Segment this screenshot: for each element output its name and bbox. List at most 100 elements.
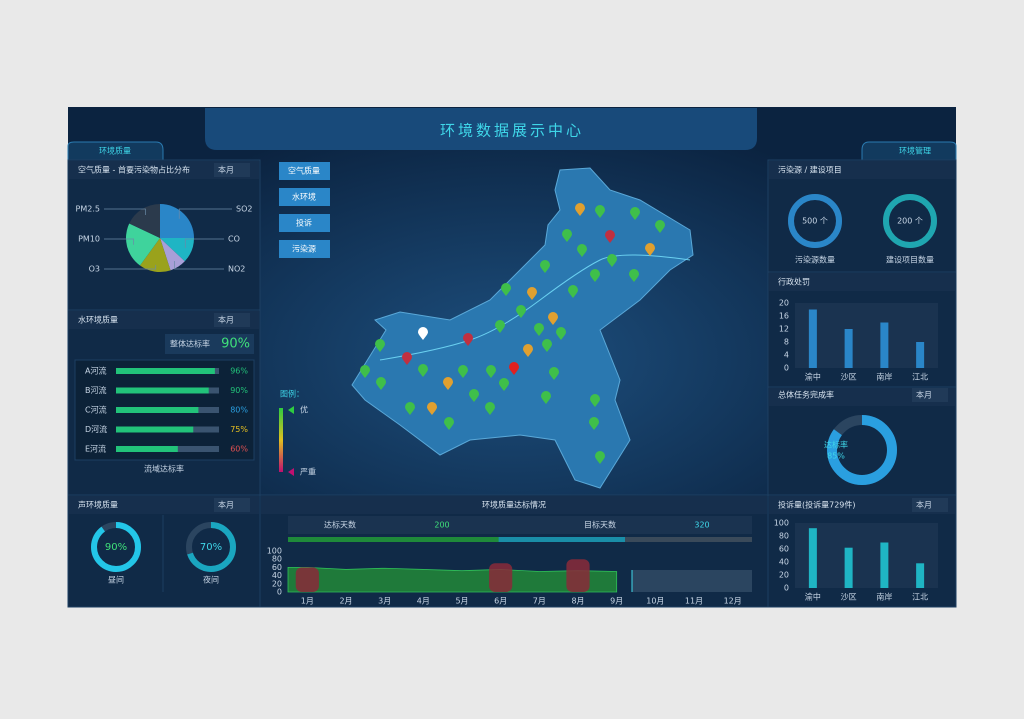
map-marker[interactable] <box>469 389 479 402</box>
map-marker[interactable] <box>501 283 511 296</box>
map-marker[interactable] <box>562 229 572 242</box>
map-button[interactable] <box>279 214 330 232</box>
map-button[interactable] <box>279 188 330 206</box>
ring-value <box>186 522 236 572</box>
map-marker[interactable] <box>418 327 428 340</box>
map-marker[interactable] <box>418 364 428 377</box>
map-marker[interactable] <box>376 377 386 390</box>
map-marker[interactable] <box>630 207 640 220</box>
river-name: D河流 <box>85 424 107 434</box>
y-tick-label: 20 <box>272 579 282 588</box>
map-marker[interactable] <box>655 220 665 233</box>
x-tick-label: 11月 <box>685 597 703 606</box>
period-select[interactable] <box>214 498 250 512</box>
pie-label: O3 <box>89 265 100 274</box>
legend-gradient <box>279 408 283 472</box>
bar <box>844 329 853 368</box>
x-tick-label: 渝中 <box>805 592 821 602</box>
map-marker[interactable] <box>548 312 558 325</box>
y-tick-label: 80 <box>272 555 282 564</box>
map-button-label[interactable]: 空气质量 <box>288 166 320 176</box>
map-marker[interactable] <box>556 327 566 340</box>
map-marker[interactable] <box>485 402 495 415</box>
map-marker[interactable] <box>607 254 617 267</box>
map-marker[interactable] <box>629 269 639 282</box>
map-marker[interactable] <box>527 287 537 300</box>
x-tick-label: 3月 <box>378 597 391 606</box>
period-label[interactable]: 本月 <box>218 315 234 325</box>
pie-slice <box>160 238 185 271</box>
map-marker[interactable] <box>589 417 599 430</box>
map-marker[interactable] <box>568 285 578 298</box>
x-tick-label: 5月 <box>455 597 468 606</box>
map-marker[interactable] <box>427 402 437 415</box>
y-tick-label: 60 <box>779 545 789 554</box>
bar <box>844 547 853 588</box>
bar <box>116 446 178 452</box>
map-marker[interactable] <box>523 344 533 357</box>
map-marker[interactable] <box>463 333 473 346</box>
map-marker[interactable] <box>458 365 468 378</box>
map-marker[interactable] <box>486 365 496 378</box>
x-tick-label: 南岸 <box>876 592 892 602</box>
map-marker[interactable] <box>541 391 551 404</box>
map-marker[interactable] <box>577 244 587 257</box>
map-marker[interactable] <box>540 260 550 273</box>
river-value: 90% <box>230 386 248 395</box>
map-marker[interactable] <box>590 269 600 282</box>
pie-label: SO2 <box>236 205 252 214</box>
period-select[interactable] <box>912 498 948 512</box>
map-marker[interactable] <box>595 205 605 218</box>
legend-title: 图例： <box>280 389 304 399</box>
period-label[interactable]: 本月 <box>916 390 932 400</box>
map-marker[interactable] <box>590 394 600 407</box>
map-marker[interactable] <box>534 323 544 336</box>
pie-label: CO <box>228 235 240 244</box>
y-tick-label: 0 <box>784 584 789 593</box>
x-tick-label: 南岸 <box>876 372 892 382</box>
y-tick-label: 40 <box>779 558 789 567</box>
map-marker[interactable] <box>549 367 559 380</box>
ring-value <box>788 194 842 248</box>
period-select[interactable] <box>214 313 250 327</box>
x-tick-label: 1月 <box>301 597 314 606</box>
map-button-label[interactable]: 投诉 <box>296 218 312 228</box>
period-select[interactable] <box>912 388 948 402</box>
map-button[interactable] <box>279 240 330 258</box>
map-marker[interactable] <box>605 230 615 243</box>
ring-value <box>827 415 897 485</box>
map-marker[interactable] <box>575 203 585 216</box>
gauge-value: 85% <box>827 452 845 461</box>
leader-line <box>174 260 224 270</box>
gauge-value: 90% <box>105 542 127 553</box>
map-marker[interactable] <box>509 362 519 375</box>
map-marker[interactable] <box>495 320 505 333</box>
map-marker[interactable] <box>375 339 385 352</box>
map-marker[interactable] <box>542 339 552 352</box>
period-label[interactable]: 本月 <box>916 500 932 510</box>
map-button-label[interactable]: 污染源 <box>292 244 316 254</box>
panel-title: 水环境质量 <box>78 315 118 325</box>
river-value: 60% <box>230 445 248 454</box>
map-button-label[interactable]: 水环境 <box>292 192 316 202</box>
map-button[interactable] <box>279 162 330 180</box>
panel-title: 声环境质量 <box>78 500 118 510</box>
plot-bg <box>795 303 938 368</box>
period-label[interactable]: 本月 <box>218 165 234 175</box>
pie-label: NO2 <box>228 265 245 274</box>
period-select[interactable] <box>214 163 250 177</box>
map-marker[interactable] <box>402 352 412 365</box>
period-label[interactable]: 本月 <box>218 500 234 510</box>
map-marker[interactable] <box>360 365 370 378</box>
leader-line <box>178 208 232 219</box>
map-marker[interactable] <box>443 377 453 390</box>
river-name: C河流 <box>85 405 107 415</box>
map-marker[interactable] <box>405 402 415 415</box>
map-marker[interactable] <box>516 305 526 318</box>
x-tick-label: 江北 <box>912 593 928 602</box>
bar <box>808 528 817 588</box>
map-marker[interactable] <box>499 378 509 391</box>
map-marker[interactable] <box>444 417 454 430</box>
map-marker[interactable] <box>595 451 605 464</box>
map-marker[interactable] <box>645 243 655 256</box>
